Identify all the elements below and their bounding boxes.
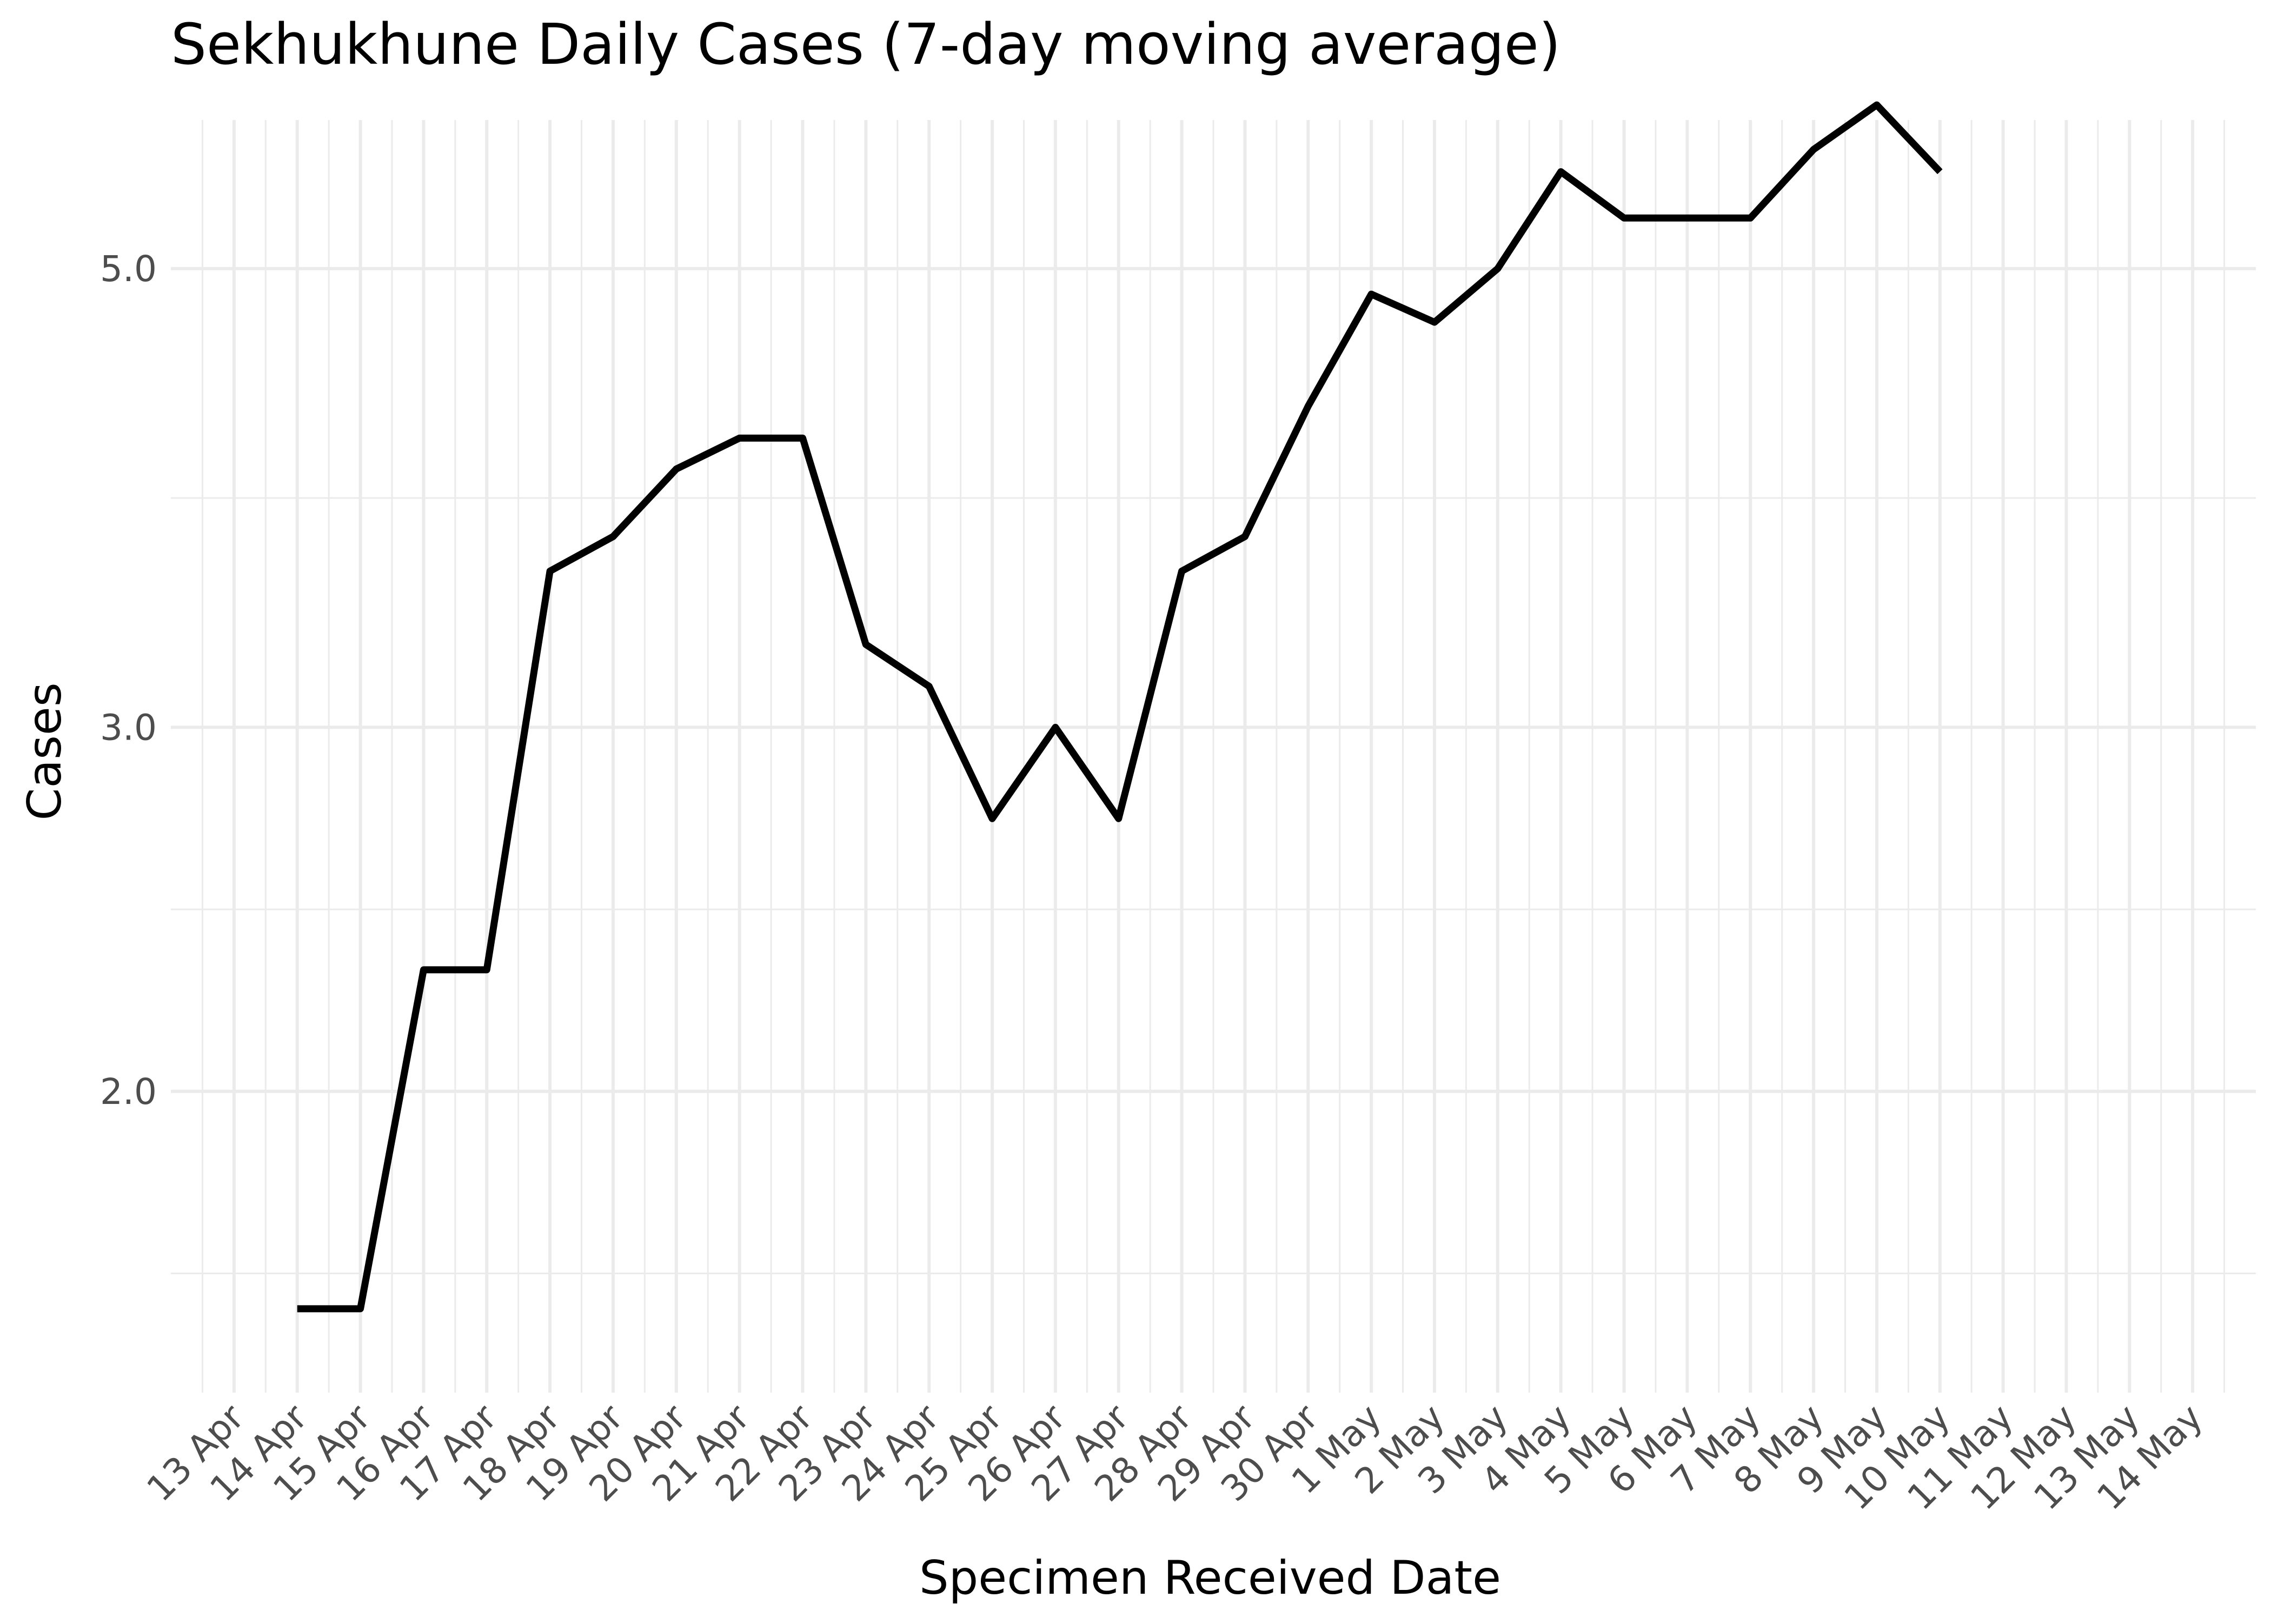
y-axis-title: Cases <box>18 682 72 820</box>
y-tick-label: 5.0 <box>100 248 157 290</box>
y-tick-label: 3.0 <box>100 707 157 748</box>
y-axis-ticks: 2.0 3.0 5.0 <box>100 248 157 1113</box>
x-axis-title: Specimen Received Date <box>919 1551 1501 1605</box>
series-line <box>297 101 1943 1313</box>
y-tick-label: 2.0 <box>100 1071 157 1113</box>
series-layer <box>297 101 1943 1313</box>
chart-title: Sekhukhune Daily Cases (7-day moving ave… <box>171 11 1561 77</box>
